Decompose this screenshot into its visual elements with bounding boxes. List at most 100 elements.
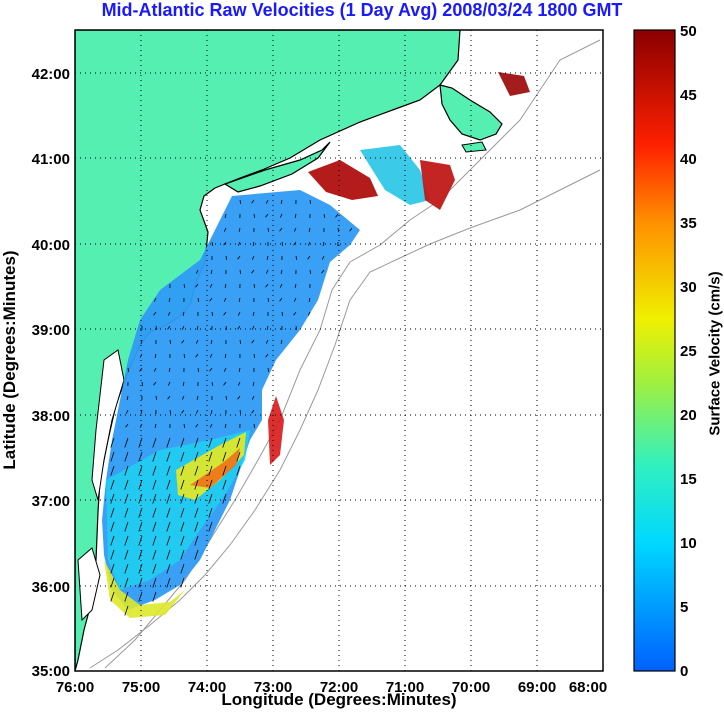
velocity-field-gulf-of-maine (498, 72, 530, 96)
colorbar (633, 29, 676, 672)
velocity-arrow (125, 423, 129, 428)
plot-frame (74, 29, 604, 672)
colorbar-ticks: 50 45 40 35 30 25 20 15 10 5 0 (680, 23, 697, 680)
velocity-arrow (237, 311, 241, 316)
velocity-arrow (223, 367, 227, 372)
velocity-arrow (153, 381, 157, 386)
velocity-arrow (210, 409, 213, 414)
velocity-arrow (210, 339, 213, 344)
velocity-arrow (253, 423, 256, 428)
y-tick-label: 36:00 (32, 579, 70, 596)
velocity-arrow (166, 479, 171, 490)
velocity-arrow (124, 465, 129, 476)
velocity-arrow (166, 493, 171, 504)
velocity-arrow (252, 241, 255, 246)
velocity-arrow (223, 227, 227, 232)
velocity-arrow (236, 451, 241, 462)
velocity-arrow (293, 241, 297, 246)
velocity-field-northeast-red (420, 160, 455, 210)
velocity-arrow (152, 521, 157, 532)
velocity-arrow (208, 437, 213, 448)
velocity-arrow (208, 479, 213, 490)
velocity-arrow (224, 213, 227, 218)
velocity-arrow (166, 549, 171, 560)
velocity-arrows (110, 199, 353, 616)
y-tick-label: 40:00 (32, 237, 70, 254)
velocity-arrow (308, 227, 311, 232)
velocity-arrow (209, 367, 213, 372)
velocity-arrow (239, 409, 242, 414)
velocity-arrow (208, 451, 213, 462)
y-tick-label: 38:00 (32, 408, 70, 425)
x-tick-label: 76:00 (56, 679, 94, 696)
velocity-arrow (279, 297, 283, 302)
velocity-arrow (110, 535, 115, 546)
velocity-arrow (197, 297, 200, 302)
velocity-arrow (166, 535, 171, 546)
velocity-arrow (194, 493, 199, 504)
velocity-arrow (209, 423, 213, 428)
velocity-arrow (152, 437, 157, 448)
velocity-arrow (167, 325, 171, 330)
cape-cod (439, 84, 503, 141)
velocity-arrow (166, 563, 171, 574)
velocity-arrow (138, 591, 143, 602)
velocity-arrow (152, 549, 157, 560)
velocity-arrow (110, 591, 115, 602)
velocity-arrow (141, 381, 144, 386)
velocity-arrow (223, 381, 227, 386)
velocity-arrow (293, 311, 297, 316)
x-tick-label: 68:00 (569, 679, 607, 696)
velocity-arrow (279, 283, 283, 288)
velocity-arrow (293, 297, 297, 302)
velocity-arrow (238, 297, 241, 302)
velocity-arrow (238, 227, 241, 232)
velocity-arrow (321, 269, 325, 274)
x-tick-label: 74:00 (188, 679, 226, 696)
velocity-arrow (167, 395, 171, 400)
velocity-arrow (307, 255, 311, 260)
velocity-arrow (194, 479, 199, 490)
velocity-arrow (266, 255, 269, 260)
velocity-arrow (182, 311, 185, 316)
velocity-field-orange (190, 448, 240, 488)
bathymetry-contour-inner (89, 169, 601, 669)
velocity-arrow (208, 521, 213, 532)
velocity-arrow (295, 325, 298, 330)
velocity-arrow (154, 423, 157, 428)
velocity-arrow (124, 563, 129, 574)
velocity-arrow (208, 493, 213, 504)
velocity-arrow (307, 311, 311, 316)
velocity-arrow (222, 451, 227, 462)
velocity-arrow (252, 381, 255, 386)
delmarva-peninsula (91, 349, 125, 501)
velocity-arrow (225, 325, 228, 330)
velocity-arrow (194, 507, 199, 518)
velocity-arrow (138, 549, 143, 560)
velocity-arrow (265, 353, 269, 358)
velocity-arrow (110, 521, 115, 532)
velocity-arrow (138, 577, 143, 588)
velocity-arrow (208, 507, 213, 518)
grid-lines (75, 30, 603, 671)
velocity-arrow (194, 549, 199, 560)
velocity-arrow (253, 283, 256, 288)
velocity-arrow (124, 605, 129, 616)
velocity-arrow (152, 479, 157, 490)
velocity-arrow (138, 437, 143, 448)
velocity-arrow (166, 577, 171, 588)
velocity-arrow (222, 493, 227, 504)
velocity-arrow (224, 423, 227, 428)
colorbar-tick-label: 10 (680, 535, 697, 552)
velocity-arrow (124, 591, 129, 602)
velocity-arrow (183, 353, 186, 358)
velocity-arrow (265, 339, 269, 344)
map-layers (75, 30, 603, 671)
velocity-arrow (180, 437, 185, 448)
velocity-arrow (223, 311, 227, 316)
velocity-arrow (181, 339, 185, 344)
velocity-arrow (237, 241, 241, 246)
velocity-arrow (124, 437, 129, 448)
velocity-arrow (195, 409, 199, 414)
velocity-arrow (267, 367, 270, 372)
